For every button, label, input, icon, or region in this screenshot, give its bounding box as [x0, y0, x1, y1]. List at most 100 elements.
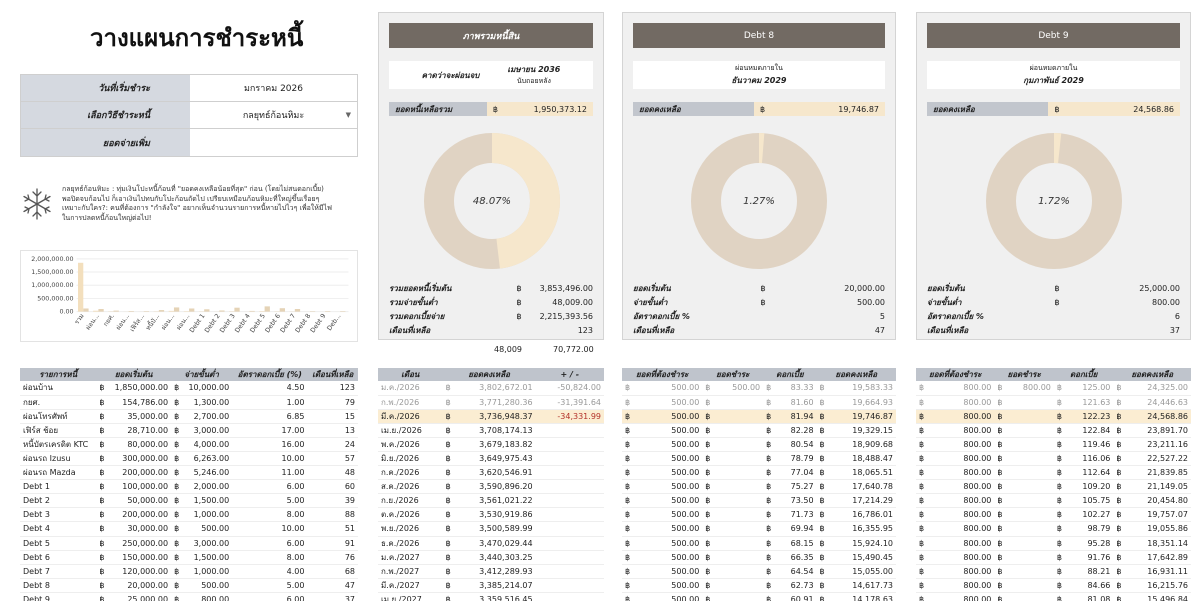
- amount-paid[interactable]: [713, 437, 764, 452]
- table-row[interactable]: ฿ 800.00 ฿฿ 91.76 ฿ 17,642.89: [916, 550, 1191, 565]
- table-row[interactable]: ม.ค./2026 ฿ 3,802,672.01 -50,824.00: [378, 381, 604, 396]
- amount-paid[interactable]: [1005, 395, 1054, 410]
- amount-paid[interactable]: [713, 507, 764, 523]
- amount-paid[interactable]: [1005, 465, 1054, 481]
- table-row[interactable]: Debt 5 ฿ 250,000.00 ฿ 3,000.00 6.00 91: [20, 536, 358, 551]
- amount-paid[interactable]: [1005, 451, 1054, 467]
- table-row[interactable]: ฿ 500.00 ฿฿ 80.54 ฿ 18,909.68: [622, 437, 896, 452]
- table-row[interactable]: หนี้บัตรเครดิต KTC ฿ 80,000.00 ฿ 4,000.00 16.…: [20, 437, 358, 452]
- table-row[interactable]: ฿ 500.00 ฿฿ 62.73 ฿ 14,617.73: [622, 578, 896, 593]
- table-row[interactable]: ฿ 800.00 ฿฿ 88.21 ฿ 16,931.11: [916, 564, 1191, 579]
- table-row[interactable]: ฿ 500.00 ฿฿ 77.04 ฿ 18,065.51: [622, 465, 896, 481]
- column-header[interactable]: รายการหนี้: [20, 368, 97, 381]
- table-row[interactable]: มี.ค./2027 ฿ 3,385,214.07: [378, 578, 604, 593]
- table-row[interactable]: ฿ 500.00 ฿฿ 73.50 ฿ 17,214.29: [622, 493, 896, 509]
- method-select[interactable]: กลยุทธ์ก้อนหิมะ ▼: [190, 102, 357, 128]
- table-row[interactable]: ก.พ./2027 ฿ 3,412,289.93: [378, 564, 604, 579]
- table-row[interactable]: ฿ 800.00 ฿฿ 98.79 ฿ 19,055.86: [916, 521, 1191, 537]
- table-row[interactable]: Debt 8 ฿ 20,000.00 ฿ 500.00 5.00 47: [20, 578, 358, 593]
- table-row[interactable]: พ.ย./2026 ฿ 3,500,589.99: [378, 521, 604, 537]
- table-row[interactable]: ผ่อนโทรศัพท์฿ 35,000.00 ฿ 2,700.00 6.85 15: [20, 409, 358, 424]
- table-row[interactable]: ม.ค./2027 ฿ 3,440,303.25: [378, 550, 604, 565]
- column-header[interactable]: ยอดที่ต้องชำระ: [916, 368, 995, 381]
- amount-paid[interactable]: [713, 564, 764, 579]
- table-row[interactable]: กยศ. ฿ 154,786.00 ฿ 1,300.00 1.00 79: [20, 395, 358, 410]
- amount-paid[interactable]: [1005, 437, 1054, 452]
- table-row[interactable]: ฿ 800.00 ฿฿ 112.64 ฿ 21,839.85: [916, 465, 1191, 481]
- table-row[interactable]: เฟิร์ส ช้อย฿ 28,710.00 ฿ 3,000.00 17.00 13: [20, 423, 358, 438]
- column-header[interactable]: ดอกเบี้ย: [1053, 368, 1114, 381]
- table-row[interactable]: ต.ค./2026 ฿ 3,530,919.86: [378, 507, 604, 523]
- column-header[interactable]: ดอกเบี้ย: [763, 368, 817, 381]
- table-row[interactable]: ฿ 800.00 ฿฿ 95.28 ฿ 18,351.14: [916, 536, 1191, 551]
- start-date-field[interactable]: มกราคม 2026: [244, 84, 303, 94]
- amount-paid[interactable]: [713, 592, 764, 601]
- amount-paid[interactable]: [1005, 536, 1054, 551]
- column-header[interactable]: + / -: [535, 368, 604, 381]
- table-row[interactable]: เม.ย./2027 ฿ 3,359,516.45: [378, 592, 604, 601]
- table-row[interactable]: พ.ค./2026 ฿ 3,679,183.82: [378, 437, 604, 452]
- table-row[interactable]: ฿ 800.00 ฿฿ 84.66 ฿ 16,215.76: [916, 578, 1191, 593]
- column-header[interactable]: ยอดชำระ: [702, 368, 764, 381]
- column-header[interactable]: ยอดคงเหลือ: [1113, 368, 1191, 381]
- table-row[interactable]: Debt 4 ฿ 30,000.00 ฿ 500.00 10.00 51: [20, 521, 358, 537]
- amount-paid[interactable]: [1005, 578, 1054, 593]
- column-header[interactable]: จ่ายขั้นต่ำ: [171, 368, 233, 381]
- amount-paid[interactable]: [713, 465, 764, 481]
- extra-payment-field[interactable]: [190, 129, 357, 156]
- table-row[interactable]: Debt 2 ฿ 50,000.00 ฿ 1,500.00 5.00 39: [20, 493, 358, 509]
- table-row[interactable]: ก.ย./2026 ฿ 3,561,021.22: [378, 493, 604, 509]
- amount-paid[interactable]: [713, 578, 764, 593]
- amount-paid[interactable]: [1005, 507, 1054, 523]
- amount-paid[interactable]: 500.00: [713, 381, 764, 396]
- table-row[interactable]: ฿ 800.00 ฿฿ 81.08 ฿ 15,496.84: [916, 592, 1191, 601]
- amount-paid[interactable]: [713, 451, 764, 467]
- table-row[interactable]: ฿ 800.00 ฿฿ 102.27 ฿ 19,757.07: [916, 507, 1191, 523]
- table-row[interactable]: ธ.ค./2026 ฿ 3,470,029.44: [378, 536, 604, 551]
- table-row[interactable]: ก.พ./2026 ฿ 3,771,280.36 -31,391.64: [378, 395, 604, 410]
- table-row[interactable]: ผ่อนรถ Izusu ฿ 300,000.00 ฿ 6,263.00 10.00 57: [20, 451, 358, 467]
- table-row[interactable]: ฿ 500.00 ฿฿ 60.91 ฿ 14,178.63: [622, 592, 896, 601]
- table-row[interactable]: ผ่อนบ้าน฿ 1,850,000.00 ฿ 10,000.00 4.50 123: [20, 381, 358, 396]
- column-header[interactable]: ยอดคงเหลือ: [442, 368, 536, 381]
- amount-paid[interactable]: [1005, 479, 1054, 495]
- amount-paid[interactable]: 800.00: [1005, 381, 1054, 396]
- table-row[interactable]: ฿ 500.00 ฿฿ 71.73 ฿ 16,786.01: [622, 507, 896, 523]
- table-row[interactable]: ฿ 800.00 ฿฿ 122.84 ฿ 23,891.70: [916, 423, 1191, 438]
- table-row[interactable]: ฿ 500.00 ฿฿ 69.94 ฿ 16,355.95: [622, 521, 896, 537]
- amount-paid[interactable]: [713, 423, 764, 438]
- amount-paid[interactable]: [713, 479, 764, 495]
- table-row[interactable]: Debt 6 ฿ 150,000.00 ฿ 1,500.00 8.00 76: [20, 550, 358, 565]
- table-row[interactable]: ส.ค./2026 ฿ 3,590,896.20: [378, 479, 604, 495]
- table-row[interactable]: ฿ 800.00 ฿ 800.00 ฿ 125.00 ฿ 24,325.00: [916, 381, 1191, 396]
- table-row[interactable]: ฿ 800.00 ฿฿ 121.63 ฿ 24,446.63: [916, 395, 1191, 410]
- table-row[interactable]: ฿ 500.00 ฿฿ 81.94 ฿ 19,746.87: [622, 409, 896, 424]
- column-header[interactable]: เดือนที่เหลือ: [307, 368, 358, 381]
- amount-paid[interactable]: [713, 550, 764, 565]
- table-row[interactable]: ผ่อนรถ Mazda ฿ 200,000.00 ฿ 5,246.00 11.00 48: [20, 465, 358, 481]
- amount-paid[interactable]: [1005, 493, 1054, 509]
- amount-paid[interactable]: [1005, 564, 1054, 579]
- table-row[interactable]: มี.ค./2026 ฿ 3,736,948.37 -34,331.99: [378, 409, 604, 424]
- amount-paid[interactable]: [713, 409, 764, 424]
- table-row[interactable]: ฿ 500.00 ฿฿ 64.54 ฿ 15,055.00: [622, 564, 896, 579]
- amount-paid[interactable]: [1005, 423, 1054, 438]
- column-header[interactable]: ยอดเริ่มต้น: [96, 368, 172, 381]
- amount-paid[interactable]: [713, 395, 764, 410]
- table-row[interactable]: Debt 3 ฿ 200,000.00 ฿ 1,000.00 8.00 88: [20, 507, 358, 523]
- amount-paid[interactable]: [1005, 592, 1054, 601]
- column-header[interactable]: เดือน: [378, 368, 443, 381]
- table-row[interactable]: ฿ 500.00 ฿฿ 81.60 ฿ 19,664.93: [622, 395, 896, 410]
- table-row[interactable]: ฿ 500.00 ฿฿ 68.15 ฿ 15,924.10: [622, 536, 896, 551]
- table-row[interactable]: ฿ 500.00 ฿฿ 66.35 ฿ 15,490.45: [622, 550, 896, 565]
- table-row[interactable]: Debt 7 ฿ 120,000.00 ฿ 1,000.00 4.00 68: [20, 564, 358, 579]
- amount-paid[interactable]: [1005, 521, 1054, 537]
- amount-paid[interactable]: [713, 536, 764, 551]
- amount-paid[interactable]: [1005, 409, 1054, 424]
- table-row[interactable]: ฿ 500.00 ฿฿ 78.79 ฿ 18,488.47: [622, 451, 896, 467]
- table-row[interactable]: Debt 1 ฿ 100,000.00 ฿ 2,000.00 6.00 60: [20, 479, 358, 495]
- table-row[interactable]: ฿ 800.00 ฿฿ 109.20 ฿ 21,149.05: [916, 479, 1191, 495]
- amount-paid[interactable]: [1005, 550, 1054, 565]
- column-header[interactable]: ยอดชำระ: [994, 368, 1054, 381]
- column-header[interactable]: ยอดคงเหลือ: [816, 368, 896, 381]
